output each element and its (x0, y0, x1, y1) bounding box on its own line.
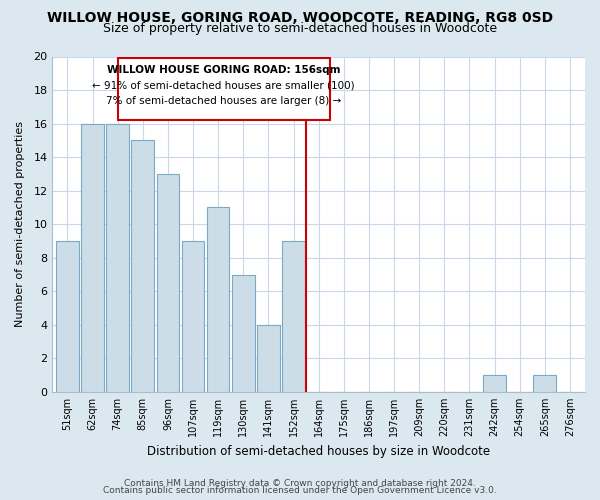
Text: Contains public sector information licensed under the Open Government Licence v3: Contains public sector information licen… (103, 486, 497, 495)
Bar (81, 124, 104, 392)
Text: WILLOW HOUSE, GORING ROAD, WOODCOTE, READING, RG8 0SD: WILLOW HOUSE, GORING ROAD, WOODCOTE, REA… (47, 11, 553, 25)
FancyBboxPatch shape (118, 58, 330, 120)
Bar (157, 174, 179, 392)
Text: 7% of semi-detached houses are larger (8) →: 7% of semi-detached houses are larger (8… (106, 96, 341, 106)
Bar (182, 241, 205, 392)
Text: ← 91% of semi-detached houses are smaller (100): ← 91% of semi-detached houses are smalle… (92, 81, 355, 91)
Bar (282, 241, 305, 392)
Text: Contains HM Land Registry data © Crown copyright and database right 2024.: Contains HM Land Registry data © Crown c… (124, 478, 476, 488)
Bar (207, 208, 229, 392)
Text: Size of property relative to semi-detached houses in Woodcote: Size of property relative to semi-detach… (103, 22, 497, 35)
Bar (483, 375, 506, 392)
X-axis label: Distribution of semi-detached houses by size in Woodcote: Distribution of semi-detached houses by … (147, 444, 490, 458)
Bar (257, 325, 280, 392)
Bar (106, 124, 129, 392)
Text: WILLOW HOUSE GORING ROAD: 156sqm: WILLOW HOUSE GORING ROAD: 156sqm (107, 65, 341, 75)
Bar (533, 375, 556, 392)
Y-axis label: Number of semi-detached properties: Number of semi-detached properties (15, 121, 25, 327)
Bar (131, 140, 154, 392)
Bar (56, 241, 79, 392)
Bar (232, 274, 254, 392)
